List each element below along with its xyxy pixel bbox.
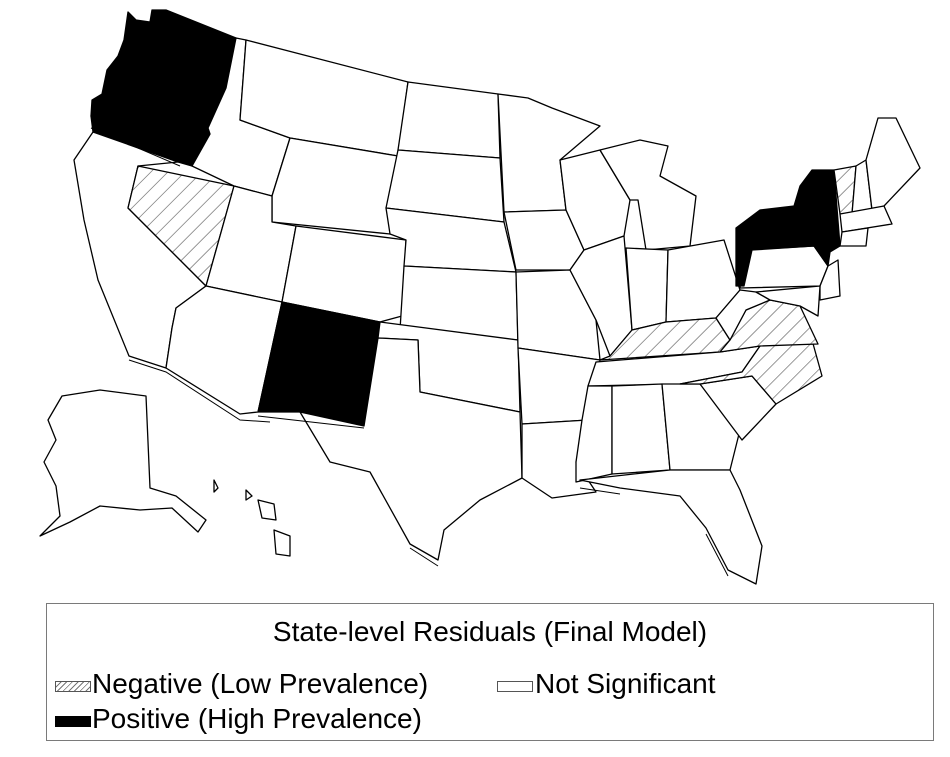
legend-title: State-level Residuals (Final Model) <box>272 616 708 647</box>
map-edge-relief <box>90 127 729 577</box>
state-TX <box>299 337 523 561</box>
state-NJ <box>819 259 841 301</box>
state-CT <box>839 227 869 247</box>
state-WY <box>271 137 399 235</box>
state-AK <box>39 389 207 537</box>
state-MD <box>755 285 821 317</box>
legend-label-positive: Positive (High Prevalence) <box>92 703 422 734</box>
state-FL <box>579 469 763 585</box>
legend-swatch-not-significant <box>497 681 533 692</box>
state-MO <box>515 269 601 361</box>
state-HI <box>213 479 291 557</box>
legend-label-negative: Negative (Low Prevalence) <box>92 668 429 699</box>
state-PA <box>739 245 829 289</box>
state-CO <box>281 225 407 323</box>
map-legend: State-level Residuals (Final Model) Nega… <box>46 603 934 741</box>
us-state-map <box>39 9 921 585</box>
state-IN <box>625 247 669 331</box>
state-WA <box>90 9 237 129</box>
legend-label-not-significant: Not Significant <box>535 668 716 699</box>
state-NC <box>679 339 823 405</box>
state-MA <box>839 205 893 233</box>
state-AL <box>611 383 671 475</box>
state-ME <box>865 117 921 211</box>
legend-swatch-positive <box>55 716 91 727</box>
legend-swatch-negative <box>55 681 91 692</box>
state-MI <box>599 139 697 251</box>
state-ND <box>397 81 501 159</box>
